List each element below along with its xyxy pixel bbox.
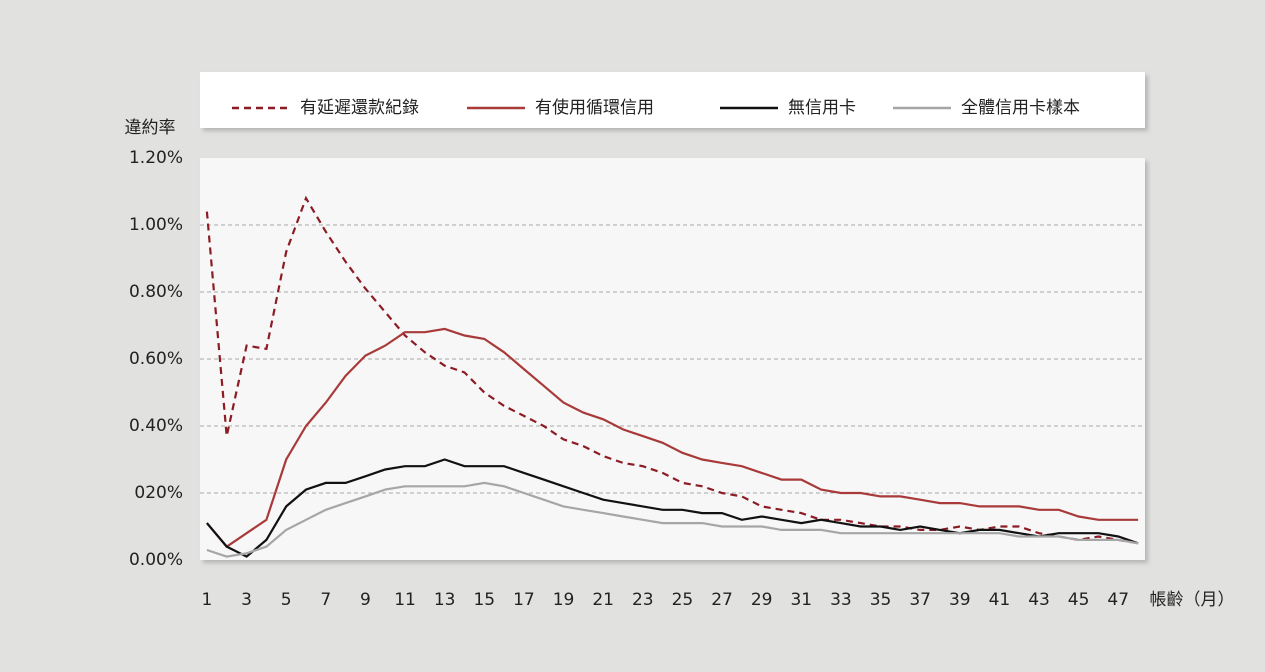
y-tick-label: 1.20% bbox=[129, 148, 183, 168]
x-tick-label: 23 bbox=[632, 590, 654, 610]
legend-box bbox=[200, 72, 1145, 128]
legend-label: 有延遲還款紀錄 bbox=[300, 98, 419, 118]
x-tick-label: 31 bbox=[790, 590, 812, 610]
y-axis-label: 違約率 bbox=[125, 118, 176, 138]
legend-label: 無信用卡 bbox=[788, 98, 856, 118]
x-tick-label: 11 bbox=[394, 590, 416, 610]
x-tick-label: 19 bbox=[553, 590, 575, 610]
x-tick-label: 39 bbox=[949, 590, 971, 610]
x-tick-label: 17 bbox=[513, 590, 535, 610]
legend-label: 全體信用卡樣本 bbox=[961, 98, 1080, 118]
legend-label: 有使用循環信用 bbox=[535, 97, 654, 118]
x-tick-label: 45 bbox=[1068, 590, 1090, 610]
x-tick-label: 7 bbox=[320, 590, 331, 610]
y-tick-label: 0.40% bbox=[129, 416, 183, 436]
series-line bbox=[206, 458, 1139, 558]
y-tick-label: 020% bbox=[134, 483, 183, 503]
x-tick-label: 43 bbox=[1028, 590, 1050, 610]
x-axis-label: 帳齡（月） bbox=[1150, 590, 1235, 610]
x-tick-label: 3 bbox=[241, 590, 252, 610]
y-tick-label: 0.00% bbox=[129, 550, 183, 570]
y-tick-label: 0.60% bbox=[129, 349, 183, 369]
series-line bbox=[206, 327, 1139, 549]
x-tick-label: 33 bbox=[830, 590, 852, 610]
x-tick-label: 21 bbox=[592, 590, 614, 610]
x-tick-label: 13 bbox=[434, 590, 456, 610]
x-tick-label: 9 bbox=[360, 590, 371, 610]
x-tick-label: 5 bbox=[281, 590, 292, 610]
x-tick-label: 37 bbox=[909, 590, 931, 610]
x-tick-label: 15 bbox=[473, 590, 495, 610]
y-tick-label: 1.00% bbox=[129, 215, 183, 235]
x-tick-label: 27 bbox=[711, 590, 733, 610]
x-tick-label: 25 bbox=[672, 590, 694, 610]
x-tick-label: 35 bbox=[870, 590, 892, 610]
x-tick-label: 41 bbox=[989, 590, 1011, 610]
x-tick-label: 1 bbox=[202, 590, 213, 610]
x-tick-label: 29 bbox=[751, 590, 773, 610]
y-tick-label: 0.80% bbox=[129, 282, 183, 302]
x-tick-label: 47 bbox=[1107, 590, 1129, 610]
series-line bbox=[206, 481, 1139, 558]
